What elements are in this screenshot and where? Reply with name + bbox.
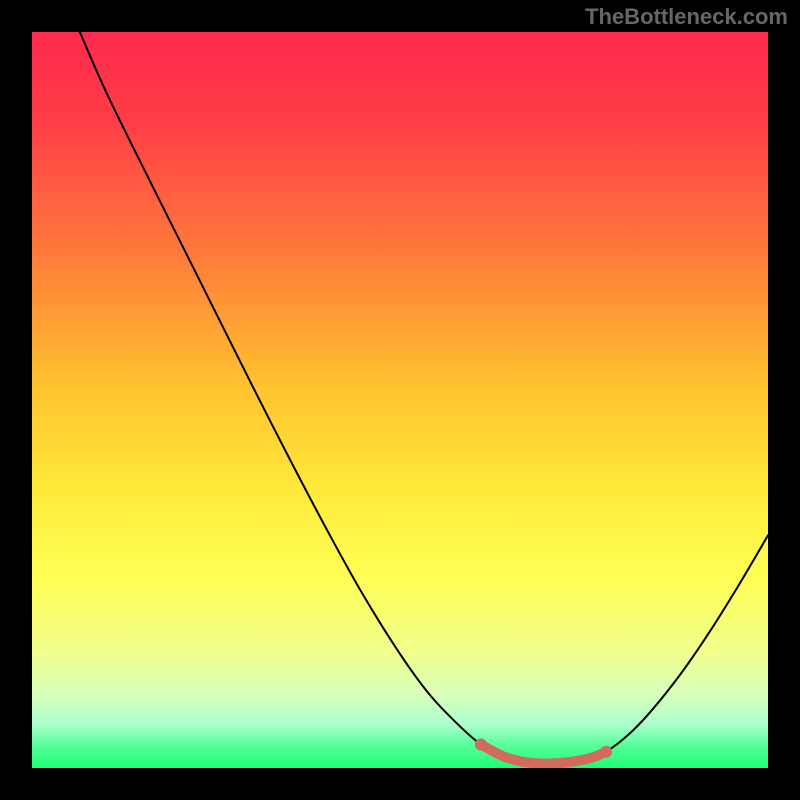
highlight-endpoint-start [475, 738, 487, 750]
highlight-endpoint-end [600, 746, 612, 758]
plot-area [32, 32, 768, 768]
bottleneck-chart: TheBottleneck.com [0, 0, 800, 800]
curve-layer [32, 32, 768, 768]
optimal-range-marker [481, 744, 606, 763]
watermark-text: TheBottleneck.com [585, 4, 788, 30]
bottleneck-curve [80, 32, 768, 764]
